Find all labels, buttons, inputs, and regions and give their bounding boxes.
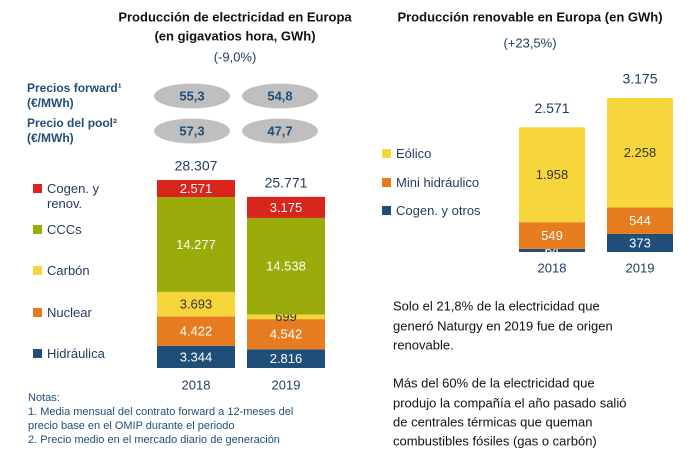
value-label: 549	[541, 228, 563, 243]
value-label: 373	[629, 235, 651, 250]
bar-segment	[519, 127, 585, 223]
legend-swatch	[382, 148, 391, 158]
legend-swatch	[382, 177, 391, 187]
paragraph-line: Solo el 21,8% de la electricidad que	[393, 298, 600, 313]
bar-segment	[157, 180, 235, 198]
price-value: 54,8	[267, 88, 292, 103]
legend-swatch	[33, 307, 42, 317]
value-label: 544	[629, 213, 651, 228]
value-label: 3.344	[180, 349, 213, 364]
legend-label: Hidráulica	[47, 345, 105, 361]
note: precio base en el OMIP durante el period…	[28, 420, 234, 432]
legend-swatch	[33, 265, 42, 275]
price-bubble	[242, 118, 318, 144]
chart-subtitle: (en gigavatios hora, GWh)	[154, 28, 315, 43]
price-label: Precios forward¹	[27, 81, 122, 95]
bar-segment	[607, 98, 673, 208]
value-label: 2.258	[624, 145, 657, 160]
total-label: 25.771	[265, 175, 308, 191]
bar-segment	[157, 316, 235, 346]
note: 2. Precio medio en el mercado diario de …	[28, 434, 280, 446]
bar-segment	[247, 314, 325, 320]
legend-label: Carbón	[47, 262, 90, 278]
bar-segment	[157, 345, 235, 368]
price-label: Precio del pool²	[27, 116, 117, 130]
legend-swatch	[33, 224, 42, 234]
paragraph-line: Más del 60% de la electricidad que	[393, 375, 595, 390]
bar-segment	[157, 197, 235, 292]
legend-label: Nuclear	[47, 304, 92, 320]
value-label: 1.958	[536, 167, 569, 182]
bar-segment	[519, 248, 585, 252]
value-label: 4.422	[180, 324, 213, 339]
value-label: 3.693	[180, 297, 213, 312]
legend-label: Mini hidráulico	[396, 174, 480, 190]
bar-segment	[247, 196, 325, 218]
total-label: 3.175	[622, 71, 657, 87]
value-label: 2.571	[180, 181, 213, 196]
legend-swatch	[33, 348, 42, 358]
bar-segment	[519, 222, 585, 249]
paragraph-line: de centrales térmicas que queman	[393, 414, 592, 429]
price-value: 47,7	[267, 123, 292, 138]
legend-label: Cogen. y renov.	[47, 180, 100, 211]
x-tick-label: 2018	[182, 377, 211, 392]
chart-title: Producción de electricidad en Europa	[118, 9, 352, 24]
total-label: 28.307	[175, 158, 218, 174]
legend-swatch	[33, 183, 42, 193]
bar-segment	[157, 291, 235, 317]
paragraph-line: renovable.	[393, 337, 454, 352]
paragraph-line: generó Naturgy en 2019 fue de origen	[393, 318, 613, 333]
paragraph-line: produjo la compañía el año pasado salió	[393, 395, 626, 410]
x-tick-label: 2019	[272, 377, 301, 392]
legend-label: Eólico	[396, 145, 432, 161]
value-label: 3.175	[270, 200, 303, 215]
total-label: 2.571	[534, 100, 569, 116]
annotation: (-9,0%)	[214, 49, 257, 64]
note: 1. Media mensual del contrato forward a …	[28, 406, 293, 418]
legend-label: Cogen. y otros	[396, 202, 481, 218]
price-value: 55,3	[179, 88, 204, 103]
price-value: 57,3	[179, 123, 204, 138]
bar-segment	[247, 217, 325, 315]
note: Notas:	[28, 392, 60, 404]
paragraph-line: combustibles fósiles (gas o carbón)	[393, 433, 597, 448]
value-label: 14.538	[266, 259, 306, 274]
value-label: 2.816	[270, 351, 303, 366]
bar-segment	[607, 233, 673, 252]
value-label: 14.277	[176, 237, 216, 252]
annotation: (+23,5%)	[503, 35, 556, 50]
price-bubble	[154, 83, 230, 109]
chart-title: Producción renovable en Europa (en GWh)	[397, 9, 662, 24]
price-bubble	[154, 118, 230, 144]
price-unit: (€/MWh)	[27, 131, 74, 145]
legend-label: CCCs	[47, 221, 82, 237]
legend-swatch	[382, 205, 391, 215]
x-tick-label: 2019	[626, 260, 655, 275]
bar-segment	[247, 319, 325, 350]
value-label: 4.542	[270, 327, 303, 342]
price-bubble	[242, 83, 318, 109]
x-tick-label: 2018	[538, 260, 567, 275]
bar-segment	[607, 207, 673, 234]
price-unit: (€/MWh)	[27, 96, 74, 110]
bar-segment	[247, 349, 325, 368]
